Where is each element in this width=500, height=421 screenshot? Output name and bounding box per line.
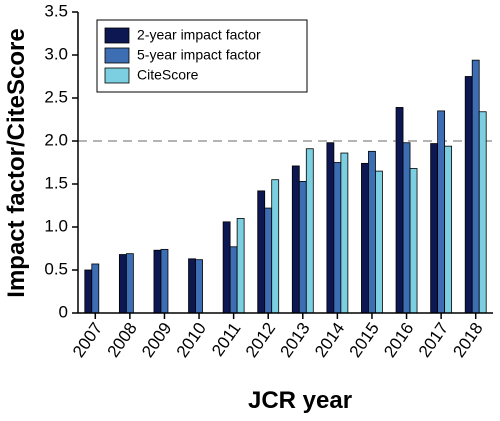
bar: [84, 269, 93, 314]
bar: [430, 143, 439, 314]
bar: [333, 162, 342, 314]
bar: [464, 76, 473, 314]
x-tick-label: 2010: [173, 319, 210, 361]
bar: [395, 107, 404, 314]
x-tick-label: 2009: [138, 319, 175, 361]
bar: [305, 148, 314, 314]
x-tick-label: 2008: [104, 319, 141, 361]
x-tick-label: 2012: [242, 319, 279, 361]
bar: [153, 249, 162, 314]
bar: [125, 253, 134, 314]
bar: [236, 217, 245, 314]
y-tick-label: 1.0: [44, 216, 68, 235]
x-axis-title: JCR year: [248, 387, 352, 414]
bar: [264, 207, 273, 314]
bar: [195, 259, 203, 314]
y-tick-label: 2.5: [44, 87, 68, 106]
x-tick-label: 2017: [415, 319, 452, 361]
x-tick-label: 2007: [69, 319, 106, 361]
legend-box: [96, 19, 308, 93]
bar: [271, 179, 280, 314]
bar: [478, 111, 487, 314]
y-axis-title: Impact factor/CiteScore: [3, 28, 30, 297]
y-tick-label: 3.0: [44, 44, 68, 63]
bar: [409, 168, 418, 314]
legend-label: 2-year impact factor: [137, 27, 261, 43]
bar: [340, 152, 349, 314]
bar: [160, 248, 169, 314]
bar: [257, 190, 266, 314]
legend-label: CiteScore: [137, 67, 199, 83]
bar: [118, 254, 127, 314]
bar: [326, 142, 335, 314]
bar: [402, 142, 411, 314]
x-tick-label: 2018: [449, 319, 486, 361]
bar: [291, 165, 300, 314]
y-tick-label: 0: [59, 302, 68, 321]
legend-swatch: [104, 27, 130, 44]
y-tick-label: 3.5: [44, 1, 68, 20]
bar: [298, 181, 307, 314]
bar: [361, 162, 369, 314]
bar: [91, 263, 100, 314]
bar: [368, 150, 376, 314]
bar: [188, 258, 196, 314]
bar: [375, 170, 383, 314]
x-tick-label: 2016: [380, 319, 417, 361]
x-tick-label: 2013: [276, 319, 313, 361]
bar: [222, 221, 231, 314]
bar: [437, 110, 446, 314]
legend-label: 5-year impact factor: [137, 47, 261, 63]
legend-swatch: [104, 47, 130, 64]
bar: [471, 59, 480, 314]
bar: [444, 145, 453, 314]
x-tick-label: 2015: [346, 319, 383, 361]
y-tick-label: 1.5: [44, 173, 68, 192]
y-tick-label: 2.0: [44, 130, 68, 149]
legend-swatch: [104, 67, 130, 84]
x-tick-label: 2014: [311, 319, 348, 361]
x-tick-label: 2011: [208, 319, 245, 360]
y-tick-label: 0.5: [44, 259, 68, 278]
bar: [229, 246, 238, 314]
